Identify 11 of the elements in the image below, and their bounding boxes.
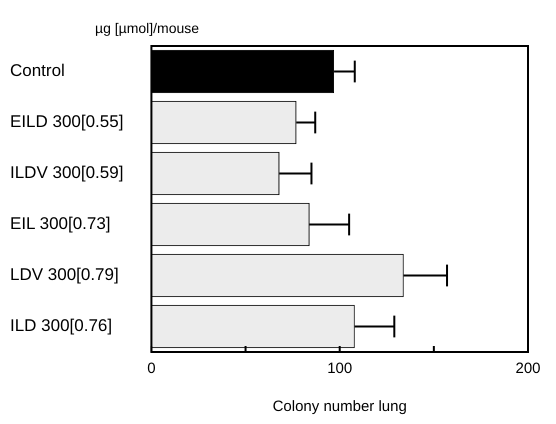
y-tick-label: EIL 300[0.73]	[10, 214, 111, 234]
x-axis-title: Colony number lung	[272, 398, 407, 416]
x-tick-label: 100	[327, 360, 352, 378]
y-axis-title: µg [µmol]/mouse	[95, 20, 200, 36]
y-tick-label: EILD 300[0.55]	[10, 112, 124, 132]
x-tick-label: 200	[515, 360, 541, 378]
y-tick-label: ILD 300[0.76]	[10, 316, 112, 336]
y-tick-label: LDV 300[0.79]	[10, 265, 119, 284]
y-tick-label: ILDV 300[0.59]	[10, 163, 124, 182]
x-tick-label: 0	[147, 360, 156, 378]
y-tick-label: Control	[10, 61, 65, 80]
